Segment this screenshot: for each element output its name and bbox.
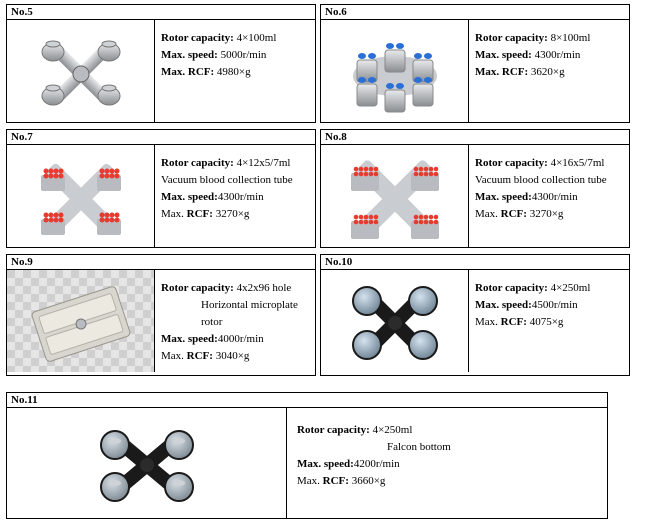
capacity-value: 4×16x5/7ml [551,157,605,169]
product-image-no5 [7,20,155,122]
product-image-no6 [321,20,469,122]
product-image-no11 [7,408,287,518]
rotor-spec-grid: No.5 [0,0,645,525]
capacity-value: 4x2x96 hole [237,282,292,294]
capacity-value: 4×12x5/7ml [237,157,291,169]
card-no7: No.7 [6,129,316,248]
card-no6: No.6 [320,4,630,123]
card-no11: No.11 [6,392,608,519]
spec-col: Rotor capacity: 4×250ml Max. speed:4500r… [469,270,629,372]
speed-label: Max. speed: [297,458,354,470]
card-header: No.9 [7,255,315,270]
capacity-value: 4×250ml [373,424,413,436]
card-no9: No.9 Rotor capacity: 4x2x96 hole Horizon… [6,254,316,376]
rcf-value: 4075×g [530,316,564,328]
rcf-label: Max. RCF: [161,66,214,78]
spec-col: Rotor capacity: 4×100ml Max. speed: 5000… [155,20,315,122]
note: Falcon bottom [297,439,597,456]
spec-col: Rotor capacity: 8×100ml Max. speed: 4300… [469,20,629,122]
speed-value: 4000r/min [218,333,264,345]
spec-col: Rotor capacity: 4x2x96 hole Horizontal m… [155,270,315,375]
note: Vacuum blood collection tube [475,172,623,189]
card-header: No.7 [7,130,315,145]
rcf-label: Max. RCF: [475,66,528,78]
card-no8: No.8 [320,129,630,248]
card-header: No.11 [7,393,607,408]
rcf-value: 3620×g [531,66,565,78]
note: Vacuum blood collection tube [161,172,309,189]
card-header: No.8 [321,130,629,145]
speed-value: 4500r/min [532,299,578,311]
capacity-value: 4×250ml [551,282,591,294]
card-header: No.5 [7,5,315,20]
speed-label: Max. speed: [475,191,532,203]
card-header: No.6 [321,5,629,20]
capacity-label: Rotor capacity: [161,32,234,44]
capacity-label: Rotor capacity: [475,157,548,169]
rcf-value: 3660×g [352,475,386,487]
product-image-no7 [7,145,155,247]
speed-label: Max. speed: [475,49,532,61]
spec-col: Rotor capacity: 4×16x5/7ml Vacuum blood … [469,145,629,247]
note: Horizontal microplate rotor [161,297,309,331]
capacity-label: Rotor capacity: [475,282,548,294]
speed-value: 4300r/min [532,191,578,203]
speed-label: Max. speed: [161,191,218,203]
capacity-label: Rotor capacity: [161,157,234,169]
product-image-no10 [321,270,469,372]
speed-value: 4300r/min [218,191,264,203]
speed-label: Max. speed: [475,299,532,311]
capacity-label: Rotor capacity: [475,32,548,44]
speed-value: 4300r/min [535,49,581,61]
spec-col: Rotor capacity: 4×12x5/7ml Vacuum blood … [155,145,315,247]
card-header: No.10 [321,255,629,270]
capacity-label: Rotor capacity: [161,282,234,294]
speed-value: 5000r/min [221,49,267,61]
capacity-label: Rotor capacity: [297,424,370,436]
card-no10: No.10 [320,254,630,376]
speed-value: 4200r/min [354,458,400,470]
product-image-no8 [321,145,469,247]
rcf-value: 3270×g [530,208,564,220]
product-image-no9 [7,270,155,372]
spec-col: Rotor capacity: 4×250ml Falcon bottom Ma… [287,408,607,518]
card-no5: No.5 [6,4,316,123]
capacity-value: 4×100ml [237,32,277,44]
speed-label: Max. speed: [161,333,218,345]
rcf-value: 3270×g [216,208,250,220]
speed-label: Max. speed: [161,49,218,61]
rcf-value: 3040×g [216,350,250,362]
capacity-value: 8×100ml [551,32,591,44]
rcf-value: 4980×g [217,66,251,78]
